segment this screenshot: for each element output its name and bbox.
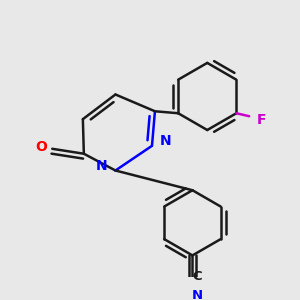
Text: N: N (160, 134, 172, 148)
Text: O: O (35, 140, 47, 154)
Text: N: N (96, 159, 107, 172)
Text: F: F (256, 113, 266, 127)
Text: C: C (193, 270, 202, 283)
Text: N: N (192, 290, 203, 300)
